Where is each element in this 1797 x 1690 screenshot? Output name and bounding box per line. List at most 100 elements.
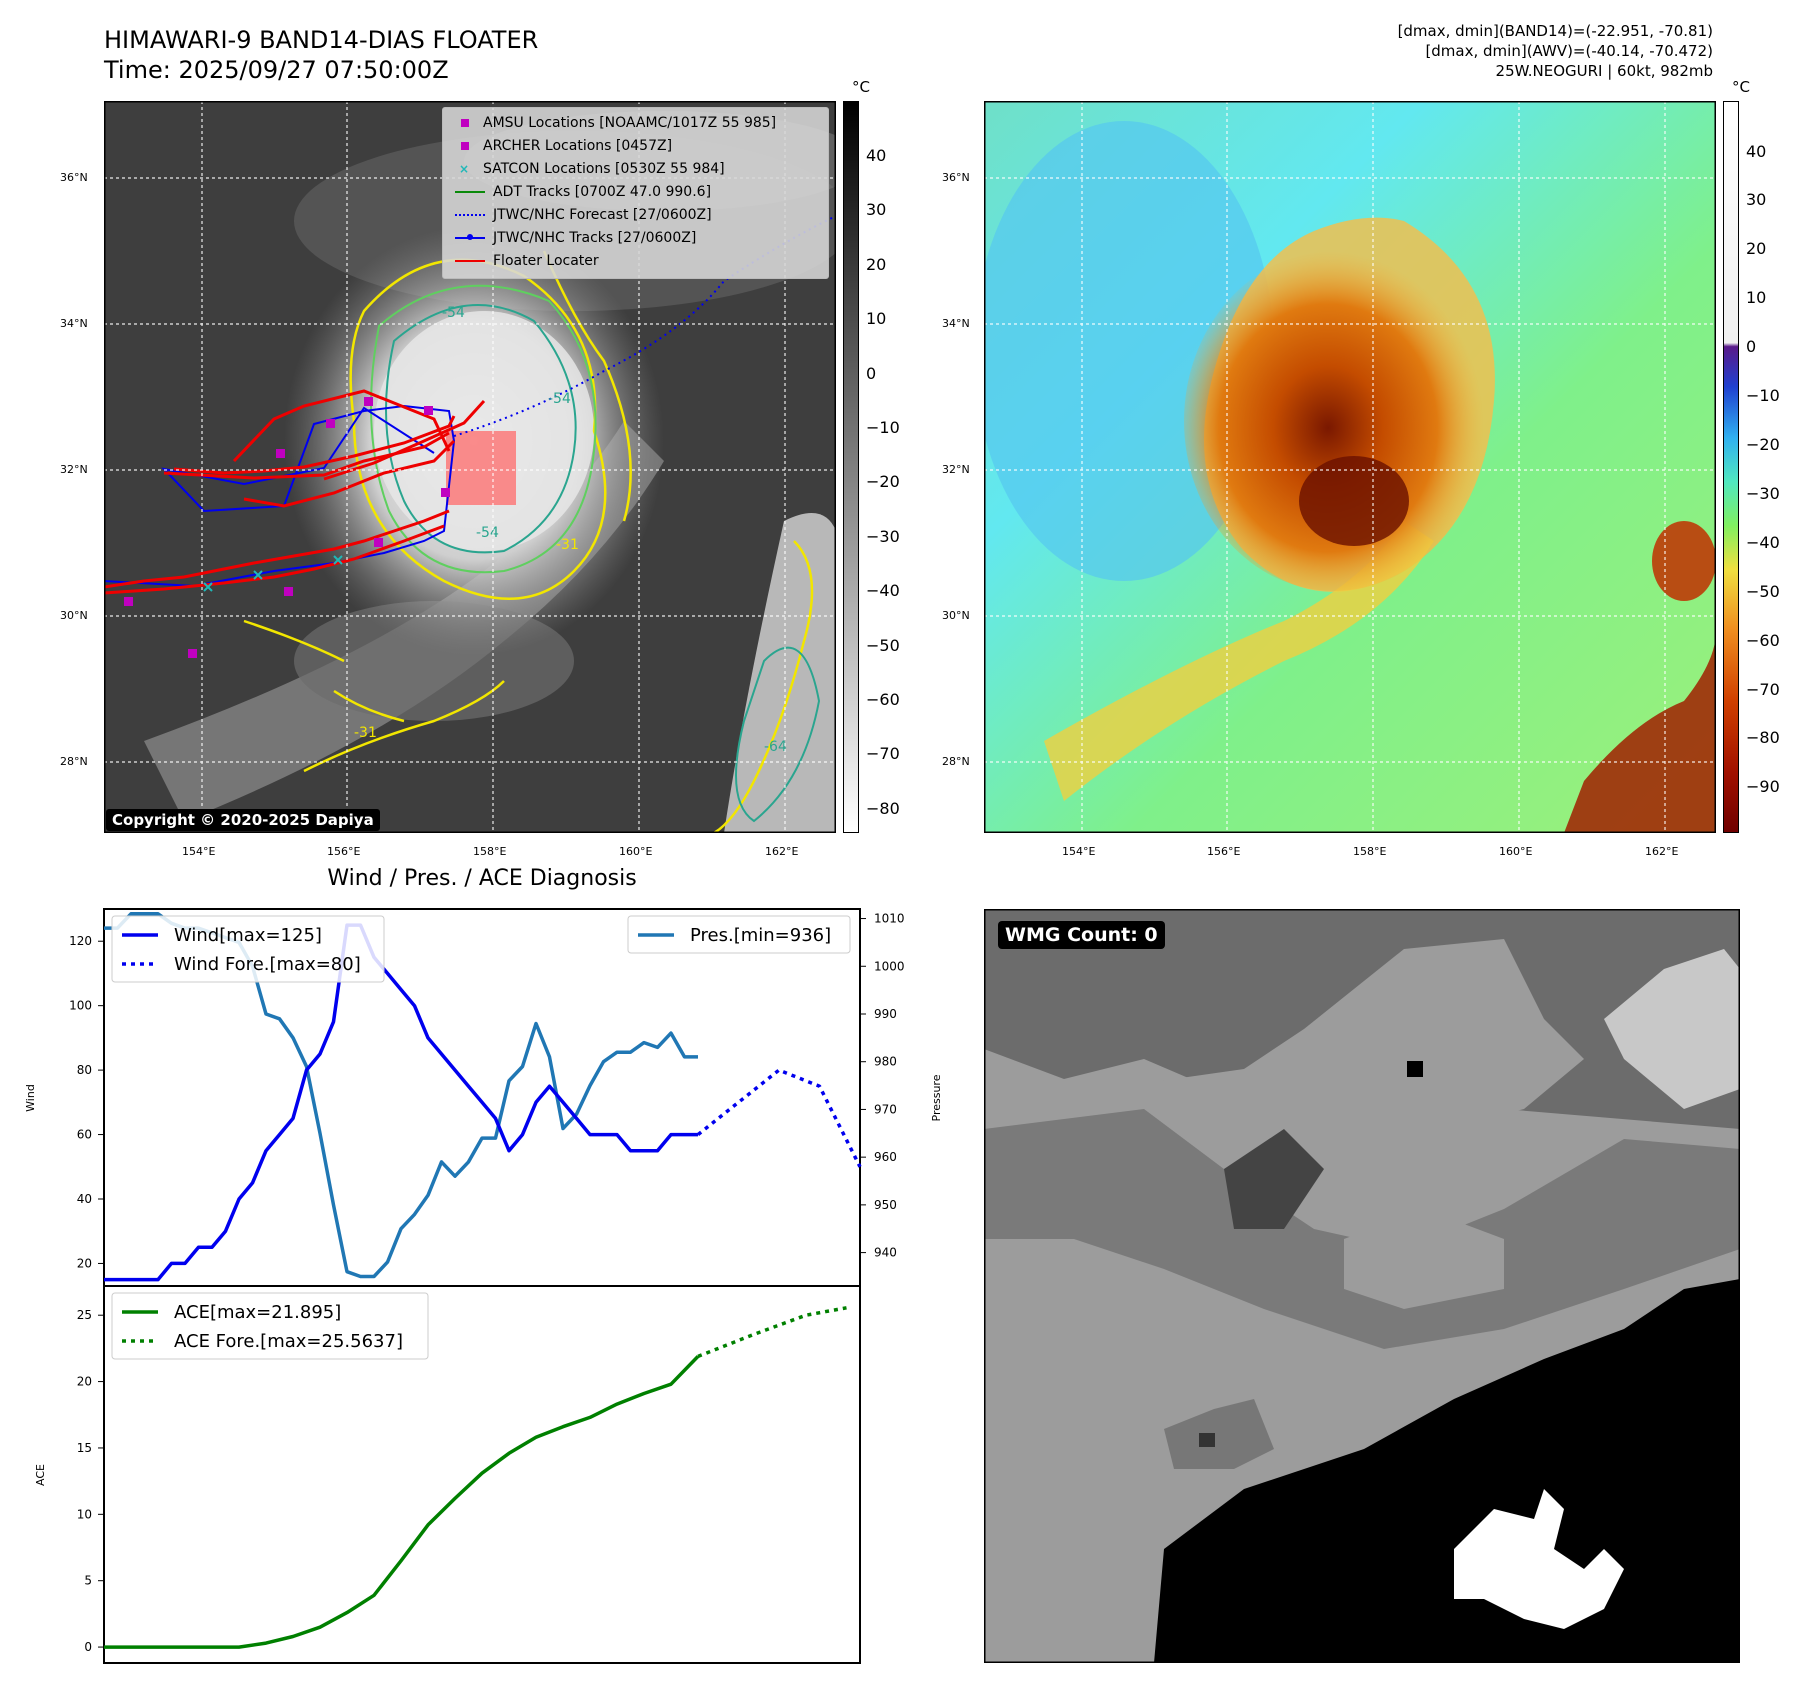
- ace-legend: ACE[max=21.895] ACE Fore.[max=25.5637]: [111, 1292, 429, 1360]
- legend-square-marker: [461, 119, 469, 127]
- y-tick-label: 0: [84, 1640, 92, 1654]
- y-tick-label-right: 950: [874, 1198, 897, 1212]
- awv-colorbar-unit: °C: [1732, 78, 1750, 96]
- lon-tick: 162°E: [1645, 845, 1679, 858]
- ace-axis-label: ACE: [34, 1464, 47, 1486]
- legend-line-marker: [455, 190, 485, 193]
- colorbar-tick: −30: [866, 527, 900, 546]
- wmg-light-patch: [1344, 1209, 1504, 1309]
- wmg-mid-region: [1104, 939, 1584, 1169]
- contour-yellow-band: [542, 250, 632, 522]
- colorbar-tick: 0: [1746, 337, 1757, 356]
- legend-entry-satcon: × SATCON Locations [0530Z 55 984]: [459, 161, 725, 177]
- y-tick-label-right: 990: [874, 1007, 897, 1021]
- y-tick-label: 10: [77, 1507, 92, 1521]
- ir-colorbar-unit: °C: [852, 78, 870, 96]
- diagnosis-chart-title: Wind / Pres. / ACE Diagnosis: [327, 866, 637, 891]
- colorbar-tick: −10: [866, 418, 900, 437]
- legend-wind-forecast-label: Wind Fore.[max=80]: [174, 954, 361, 975]
- floater-locater-tracks: [104, 389, 486, 595]
- y-tick-label: 5: [84, 1574, 92, 1588]
- lat-tick: 30°N: [942, 609, 970, 622]
- colorbar-tick: −50: [1746, 582, 1780, 601]
- lat-tick: 30°N: [60, 609, 88, 622]
- lon-tick: 160°E: [1499, 845, 1533, 858]
- lon-tick: 156°E: [1207, 845, 1241, 858]
- colorbar-tick: −20: [866, 472, 900, 491]
- y-tick-label: 60: [77, 1128, 92, 1142]
- wind-axis-label: Wind: [24, 1084, 37, 1112]
- lat-tick: 36°N: [942, 171, 970, 184]
- y-tick-label-right: 940: [874, 1246, 897, 1260]
- wmg-dark-patch: [1224, 1129, 1324, 1229]
- wmg-white-region: [1454, 1489, 1624, 1629]
- colorbar-tick: −10: [1746, 386, 1780, 405]
- pressure-axis-label: Pressure: [930, 1074, 943, 1121]
- legend-ace-label: ACE[max=21.895]: [174, 1302, 341, 1323]
- lat-tick: 32°N: [942, 463, 970, 476]
- y-tick-label-right: 1010: [874, 912, 905, 926]
- y-tick-label-right: 980: [874, 1055, 897, 1069]
- pressure-legend: Pres.[min=936]: [627, 915, 851, 954]
- title-line-1: HIMAWARI-9 BAND14-DIAS FLOATER: [104, 26, 539, 54]
- y-tick-label: 20: [77, 1256, 92, 1270]
- floater-box: [446, 431, 516, 505]
- ace-forecast-series-line: [697, 1306, 847, 1359]
- wind-series-line: [104, 923, 698, 1282]
- lat-tick: 32°N: [60, 463, 88, 476]
- storm-info: 25W.NEOGURI | 60kt, 982mb: [1495, 62, 1713, 80]
- ir-colorbar: [843, 101, 859, 833]
- legend-line-dot-marker: [455, 233, 485, 240]
- dmax-band14-info: [dmax, dmin](BAND14)=(-22.951, -70.81): [1397, 22, 1713, 40]
- lat-tick: 34°N: [60, 317, 88, 330]
- dmax-awv-info: [dmax, dmin](AWV)=(-40.14, -70.472): [1425, 42, 1713, 60]
- lat-tick: 36°N: [60, 171, 88, 184]
- lat-tick: 28°N: [60, 755, 88, 768]
- y-tick-label-right: 960: [874, 1150, 897, 1164]
- y-tick-label-right: 970: [874, 1102, 897, 1116]
- lat-tick: 28°N: [942, 755, 970, 768]
- colorbar-tick: 30: [866, 200, 887, 219]
- satcon-markers: [203, 555, 343, 592]
- legend-x-marker: ×: [459, 162, 470, 176]
- legend-entry-amsu: AMSU Locations [NOAAMC/1017Z 55 985]: [455, 112, 776, 131]
- colorbar-tick: 10: [1746, 288, 1767, 307]
- legend-ace-forecast-label: ACE Fore.[max=25.5637]: [174, 1331, 403, 1352]
- contour-label: -31: [556, 537, 579, 553]
- colorbar-tick: 40: [866, 146, 887, 165]
- y-tick-label: 100: [69, 999, 92, 1013]
- legend-entry-jtwc-tracks: JTWC/NHC Tracks [27/0600Z]: [455, 227, 696, 246]
- awv-cold-center: [1299, 456, 1409, 546]
- legend-wind-label: Wind[max=125]: [174, 925, 322, 946]
- y-tick-label: 80: [77, 1063, 92, 1077]
- awv-satellite-panel: [984, 101, 1716, 833]
- colorbar-tick: −40: [1746, 533, 1780, 552]
- colorbar-tick: 40: [1746, 142, 1767, 161]
- cloud-east-edge: [724, 513, 836, 833]
- awv-colorbar: [1723, 101, 1739, 833]
- y-tick-label: 20: [77, 1375, 92, 1389]
- ir-satellite-panel: -54 -31 -54 -31 -54 -64 AMSU Locations […: [104, 101, 836, 833]
- wmg-bright-region-ne: [1604, 949, 1740, 1109]
- y-tick-label: 25: [77, 1308, 92, 1322]
- legend-entry-archer: ARCHER Locations [0457Z]: [455, 135, 672, 154]
- colorbar-tick: 10: [866, 309, 887, 328]
- contour-label: -54: [442, 305, 465, 321]
- lon-tick: 158°E: [473, 845, 507, 858]
- colorbar-tick: −80: [866, 799, 900, 818]
- ir-legend: AMSU Locations [NOAAMC/1017Z 55 985] ARC…: [442, 107, 829, 279]
- y-tick-label-right: 1000: [874, 959, 905, 973]
- contour-teal-inner: [385, 304, 577, 554]
- ace-series-line: [104, 1355, 700, 1649]
- awv-east-cell: [1652, 521, 1716, 601]
- legend-entry-floater: Floater Locater: [455, 250, 599, 269]
- colorbar-tick: −60: [1746, 631, 1780, 650]
- wmg-small-dark-patch: [1164, 1399, 1274, 1469]
- awv-gridlines: [984, 101, 1716, 833]
- lon-tick: 160°E: [619, 845, 653, 858]
- legend-square-marker: [461, 142, 469, 150]
- colorbar-tick: 20: [1746, 239, 1767, 258]
- colorbar-tick: −60: [866, 690, 900, 709]
- y-tick-label: 120: [69, 934, 92, 948]
- title-line-2: Time: 2025/09/27 07:50:00Z: [104, 56, 449, 84]
